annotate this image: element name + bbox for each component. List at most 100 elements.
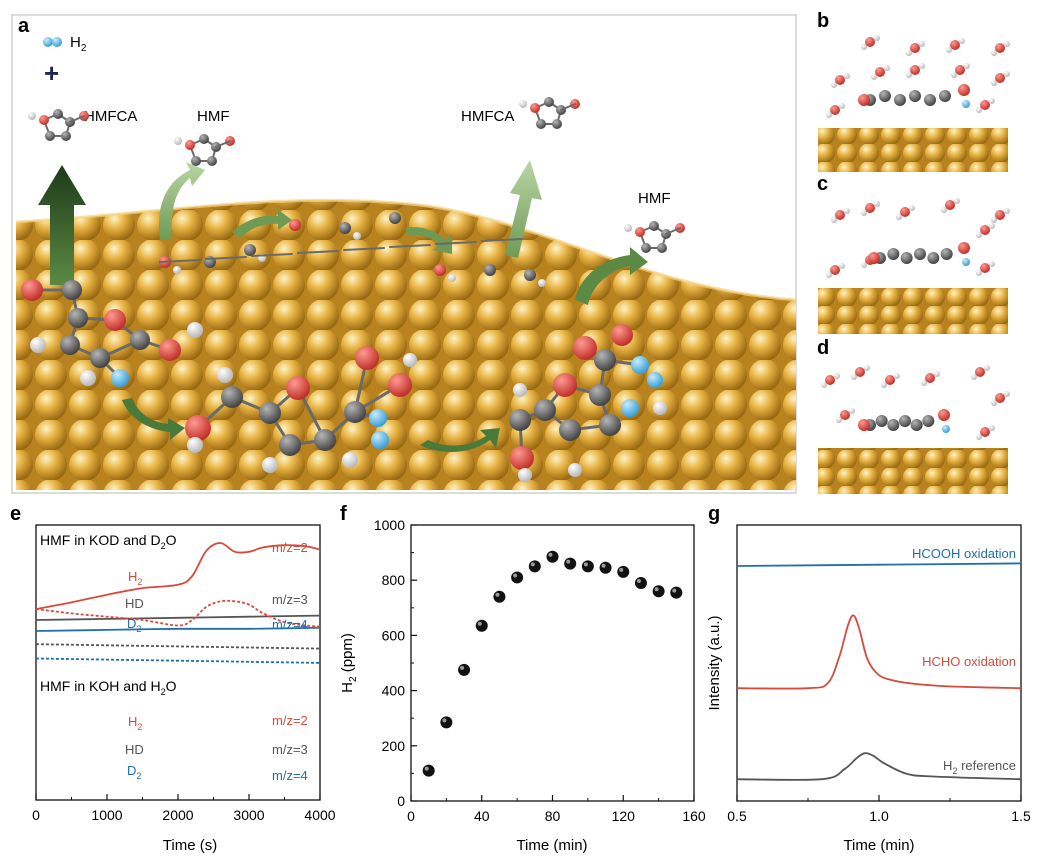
panel-label-g: g	[708, 503, 720, 525]
panel-f-axes	[410, 524, 695, 802]
water-hydrogen	[1004, 41, 1010, 47]
panel-f-ylabel: H2 (ppm)	[339, 633, 359, 693]
atom	[259, 402, 281, 424]
atom	[371, 431, 389, 449]
bond	[297, 250, 339, 254]
water-oxygen	[980, 263, 990, 273]
atom	[185, 140, 195, 150]
atom	[530, 103, 540, 113]
atom	[553, 373, 577, 397]
panel-f-ytick-label: 0	[397, 793, 405, 809]
panel-label-e: e	[10, 503, 21, 525]
oxygen-atom	[938, 409, 950, 421]
atom	[649, 221, 659, 231]
water-oxygen	[925, 373, 935, 383]
panel-g-xtick-label: 1.0	[869, 808, 889, 824]
oxygen-atom	[858, 419, 870, 431]
water-hydrogen	[834, 373, 840, 379]
panel-e-group2-title: HMF in KOH and H2O	[40, 678, 177, 697]
water-hydrogen	[964, 63, 970, 69]
water-hydrogen	[884, 65, 890, 71]
g-series-1-line	[736, 562, 1022, 567]
g-hcooh-label: HCOOH oxidation	[912, 546, 1016, 561]
panel-f-point-highlight	[424, 766, 429, 771]
up-arrow-dark	[38, 165, 86, 285]
water-hydrogen	[861, 210, 867, 216]
e-g2-h2-mz: m/z=2	[272, 713, 308, 728]
hmfca-label-right: HMFCA	[461, 108, 514, 125]
panel-b-gold	[818, 128, 1008, 172]
atom	[217, 367, 233, 383]
down-arrow-left	[159, 162, 205, 240]
atom	[510, 446, 534, 470]
atom	[68, 308, 88, 328]
water-hydrogen	[849, 408, 855, 414]
water-hydrogen	[991, 80, 997, 86]
atom	[559, 419, 581, 441]
atom	[657, 243, 667, 253]
panel-label-a: a	[18, 15, 30, 37]
panel-f-point-highlight	[460, 665, 465, 670]
atom	[159, 339, 181, 361]
up-arrow-light	[505, 160, 542, 258]
atom	[403, 353, 417, 367]
water-hydrogen	[934, 371, 940, 377]
panel-f-data-point	[458, 663, 471, 676]
panel-d-gold	[818, 448, 1008, 494]
panel-f-point-highlight	[442, 718, 447, 723]
atom	[519, 100, 527, 108]
atom	[191, 156, 201, 166]
water-hydrogen	[921, 380, 927, 386]
panel-label-c: c	[817, 173, 828, 195]
water-hydrogen	[871, 74, 877, 80]
atom	[641, 243, 651, 253]
atom	[80, 370, 96, 386]
water-hydrogen	[941, 207, 947, 213]
atom	[286, 376, 310, 400]
e-group2-d2-line	[35, 657, 321, 664]
panel-g-xtick-label: 1.5	[1011, 808, 1031, 824]
panel-f-data-point	[546, 550, 559, 563]
water-hydrogen	[919, 41, 925, 47]
e-g1-hd-label: HD	[125, 596, 144, 611]
atom	[45, 131, 55, 141]
curved-arrow-4	[405, 227, 452, 254]
water-oxygen	[980, 427, 990, 437]
atom	[594, 349, 616, 371]
g-h2ref-label: H2 reference	[943, 758, 1016, 776]
water-hydrogen	[951, 72, 957, 78]
water-hydrogen	[874, 35, 880, 41]
panel-f-point-highlight	[495, 592, 500, 597]
bond	[205, 256, 247, 260]
water-hydrogen	[851, 374, 857, 380]
atom	[624, 224, 632, 232]
panel-f-data-point	[422, 764, 435, 777]
carbon-atom	[909, 90, 921, 102]
atom	[289, 219, 301, 231]
bond	[69, 115, 85, 123]
curved-arrow-1	[122, 398, 185, 440]
panel-g-xtick-label: 0.5	[727, 808, 747, 824]
curved-arrow-2	[420, 428, 500, 452]
water-hydrogen	[821, 382, 827, 388]
atom	[199, 134, 209, 144]
atom	[187, 322, 203, 338]
atom	[536, 119, 546, 129]
e-g2-hd-label: HD	[125, 742, 144, 757]
water-hydrogen	[989, 425, 995, 431]
panel-e-xlabel: Time (s)	[163, 837, 217, 854]
bond	[435, 241, 477, 245]
atom	[355, 346, 379, 370]
atom	[279, 434, 301, 456]
panel-g: g 0.5 1.0 1.5 HCOOH oxidation HCHO oxidati…	[706, 503, 1031, 854]
atom	[130, 330, 150, 350]
water-oxygen	[910, 65, 920, 75]
atom	[509, 409, 531, 431]
panel-f-data-point	[634, 576, 647, 589]
atom	[524, 269, 536, 281]
atom	[369, 409, 387, 427]
atom	[173, 266, 181, 274]
water-hydrogen	[864, 365, 870, 371]
oxygen-atom	[958, 242, 970, 254]
water-hydrogen	[1004, 208, 1010, 214]
